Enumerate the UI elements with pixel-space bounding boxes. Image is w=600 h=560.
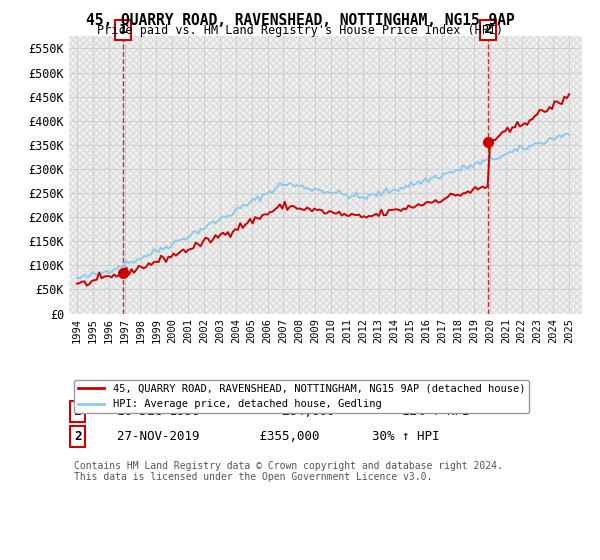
Text: 1: 1 [74,405,82,418]
Text: 10-DEC-1996           £84,000         12% ↑ HPI: 10-DEC-1996 £84,000 12% ↑ HPI [103,405,470,418]
Text: 1: 1 [119,24,128,36]
Text: 45, QUARRY ROAD, RAVENSHEAD, NOTTINGHAM, NG15 9AP: 45, QUARRY ROAD, RAVENSHEAD, NOTTINGHAM,… [86,13,514,28]
Text: Price paid vs. HM Land Registry's House Price Index (HPI): Price paid vs. HM Land Registry's House … [97,24,503,37]
Text: 2: 2 [484,24,493,36]
Text: 27-NOV-2019        £355,000       30% ↑ HPI: 27-NOV-2019 £355,000 30% ↑ HPI [103,430,440,443]
Legend: 45, QUARRY ROAD, RAVENSHEAD, NOTTINGHAM, NG15 9AP (detached house), HPI: Average: 45, QUARRY ROAD, RAVENSHEAD, NOTTINGHAM,… [74,380,529,413]
Text: 2: 2 [74,430,82,443]
Text: Contains HM Land Registry data © Crown copyright and database right 2024.
This d: Contains HM Land Registry data © Crown c… [74,460,503,482]
